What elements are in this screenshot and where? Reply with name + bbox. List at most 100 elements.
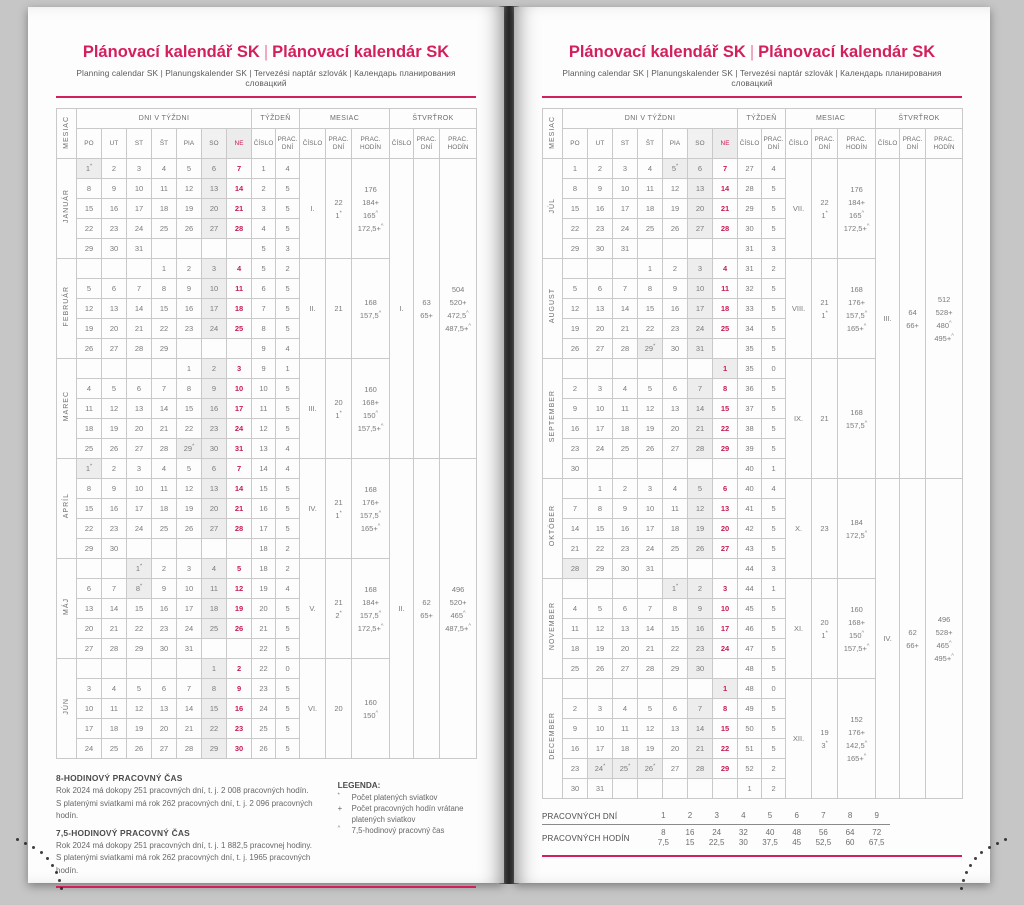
- day-cell: 2: [151, 558, 177, 579]
- day-cell: 16: [201, 398, 227, 419]
- day-cell: [225, 538, 253, 559]
- day-cell: 16: [101, 198, 127, 219]
- day-cell: 12: [126, 698, 152, 719]
- month-name-label: JÚN: [63, 697, 70, 715]
- week-number-cell: 36: [737, 378, 763, 399]
- day-cell: 3: [612, 158, 638, 179]
- day-cell: 13: [201, 178, 227, 199]
- day-cell: 25: [562, 658, 588, 679]
- worktime-line: Rok 2024 má dokopy 251 pracovných dní, t…: [56, 786, 309, 795]
- week-row: 7 8 9 10 11 12 13 41 5: [543, 498, 963, 519]
- week-row: 16 17 18 19 20 21 22 38 5: [543, 418, 963, 439]
- day-cell: 20: [612, 638, 638, 659]
- week-workdays-cell: 5: [761, 718, 787, 739]
- week-number-cell: 34: [737, 318, 763, 339]
- month-number-cell: III.: [299, 358, 327, 459]
- week-workdays-cell: 5: [275, 418, 301, 439]
- week-number-cell: 39: [737, 438, 763, 459]
- quarter-number-cell: I.: [389, 158, 415, 459]
- day-cell: 15: [711, 398, 739, 419]
- month-number-cell: V.: [299, 558, 327, 659]
- month-name-label: APRÍL: [63, 493, 70, 519]
- mesiac-column-header: MESIAC: [56, 108, 77, 159]
- day-header-pia: PIA: [662, 128, 688, 159]
- day-cell: 11: [637, 178, 663, 199]
- day-header-ne: NE: [711, 128, 739, 159]
- day-cell: 12: [101, 398, 127, 419]
- week-number-cell: 35: [737, 358, 763, 379]
- day-cell: 9: [562, 398, 588, 419]
- day-cell: 30: [662, 338, 688, 359]
- day-cell: 12: [662, 178, 688, 199]
- week-row: JÚN 1 2 22 0 VI. 20 160 150^: [56, 658, 477, 759]
- summary-value: 3: [714, 811, 719, 820]
- day-cell: 5: [637, 698, 663, 719]
- week-number-cell: 6: [251, 278, 277, 299]
- day-cell: 22: [711, 738, 739, 759]
- day-cell: 20: [711, 518, 739, 539]
- day-cell: 17: [76, 718, 102, 739]
- week-workdays-cell: 5: [275, 638, 301, 659]
- day-cell: 24*: [587, 758, 613, 779]
- day-cell: 28: [151, 438, 177, 459]
- day-cell: 15: [637, 298, 663, 319]
- day-cell: 11: [612, 398, 638, 419]
- day-cell: 12: [176, 478, 202, 499]
- day-cell: 7: [637, 598, 663, 619]
- week-row: 4 5 6 7 8 9 10 10 5: [57, 378, 477, 399]
- month-name-label: MAREC: [63, 390, 70, 422]
- day-cell: 9: [612, 498, 638, 519]
- day-header-po: PO: [562, 128, 588, 159]
- day-cell: [637, 458, 663, 479]
- perforation-dot: [960, 887, 963, 890]
- day-cell: 29: [587, 558, 613, 579]
- quarter-group-header: ŠTVRŤROK: [389, 108, 478, 129]
- day-cell: 2: [101, 158, 127, 179]
- day-cell: 20: [201, 498, 227, 519]
- legend-text: 7,5-hodinový pracovný čas: [351, 826, 445, 835]
- summary-label: PRACOVNÝCH DNÍ: [542, 811, 618, 821]
- day-cell: 23: [151, 618, 177, 639]
- day-cell: 16: [562, 738, 588, 759]
- month-hours-cell: 160 168+ 150^ 157,5+^: [837, 578, 877, 679]
- day-cell: 13: [201, 478, 227, 499]
- day-cell: [711, 338, 739, 359]
- day-cell: 7: [101, 578, 127, 599]
- month-number-cell: VII.: [785, 158, 813, 259]
- week-workdays-cell: 4: [761, 158, 787, 179]
- day-cell: 23: [562, 438, 588, 459]
- month-number-cell: XII.: [785, 678, 813, 799]
- month-number-cell: I.: [299, 158, 327, 259]
- day-cell: 28: [176, 738, 202, 759]
- day-cell: [637, 678, 663, 699]
- week-row: 22 23 24 25 26 27 28 30 5: [543, 218, 963, 239]
- day-cell: [687, 458, 713, 479]
- day-cell: 30: [562, 458, 588, 479]
- summary-value: 9: [874, 811, 879, 820]
- week-workdays-cell: 5: [275, 598, 301, 619]
- day-cell: 17: [637, 518, 663, 539]
- perforation-dot: [962, 879, 965, 882]
- day-cell: 7: [612, 278, 638, 299]
- week-workdays-cell: 5: [761, 178, 787, 199]
- day-cell: 16: [662, 298, 688, 319]
- summary-value: 32 30: [738, 828, 748, 847]
- summary-value: 56 52,5: [815, 828, 832, 847]
- day-cell: 4: [637, 158, 663, 179]
- week-row: FEBRUÁR 1 2 3 4 5 2 II. 21 168 157,5^: [56, 258, 477, 359]
- day-cell: 2: [662, 258, 688, 279]
- week-workdays-cell: 4: [761, 478, 787, 499]
- day-cell: 3: [637, 478, 663, 499]
- week-workdays-cell: 4: [275, 438, 301, 459]
- day-cell: 11: [76, 398, 102, 419]
- day-cell: 31: [126, 238, 152, 259]
- day-cell: 11: [101, 698, 127, 719]
- day-cell: 27: [711, 538, 739, 559]
- month-number-cell: II.: [299, 258, 327, 359]
- month-hours-cell: 176 184+ 165^ 172,5+^: [351, 158, 391, 259]
- day-cell: 13: [101, 298, 127, 319]
- week-number-cell: 44: [737, 578, 763, 599]
- day-cell: 6: [687, 158, 713, 179]
- month-hours-cell: 168 184+ 157,5^ 172,5+^: [351, 558, 391, 659]
- day-cell: 20: [151, 718, 177, 739]
